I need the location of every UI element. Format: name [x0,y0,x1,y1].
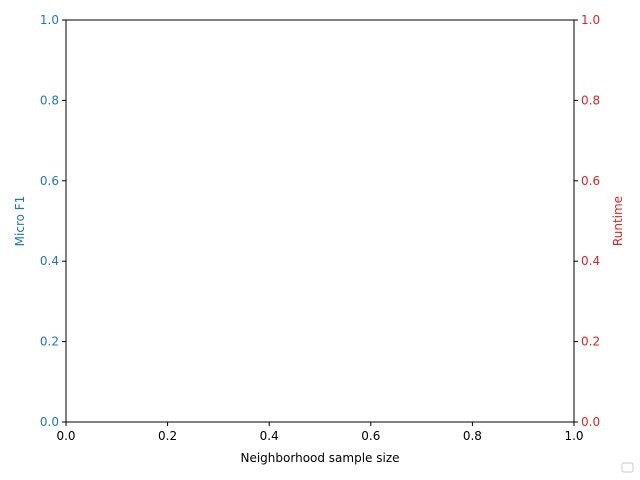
y-right-tick-label: 0.8 [581,93,600,107]
x-tick-label: 0.2 [158,429,177,443]
legend-box [621,462,634,473]
y-right-tick-label: 0.4 [581,254,600,268]
x-tick-label: 0.6 [361,429,380,443]
x-tick-label: 1.0 [564,429,583,443]
y-left-tick-label: 0.4 [40,254,59,268]
y-left-tick-label: 1.0 [40,13,59,27]
y-left-tick-label: 0.2 [40,335,59,349]
x-axis: 0.0 0.2 0.4 0.6 0.8 1.0 [56,422,584,443]
y-right-tick-label: 1.0 [581,13,600,27]
plot-frame [65,19,575,423]
y-right-tick-label: 0.2 [581,335,600,349]
y-right-tick-label: 0.6 [581,174,600,188]
x-tick-label: 0.4 [260,429,279,443]
y-axis-left-label: Micro F1 [13,196,27,247]
x-axis-label: Neighborhood sample size [240,451,399,465]
x-tick-label: 0.0 [56,429,75,443]
x-tick-label: 0.8 [463,429,482,443]
y-left-tick-label: 0.8 [40,93,59,107]
y-axis-left: 0.0 0.2 0.4 0.6 0.8 1.0 [40,13,66,429]
y-axis-right-label: Runtime [611,196,625,246]
y-left-tick-label: 0.6 [40,174,59,188]
y-left-tick-label: 0.0 [40,415,59,429]
y-right-tick-label: 0.0 [581,415,600,429]
y-axis-right: 0.0 0.2 0.4 0.6 0.8 1.0 [574,13,600,429]
